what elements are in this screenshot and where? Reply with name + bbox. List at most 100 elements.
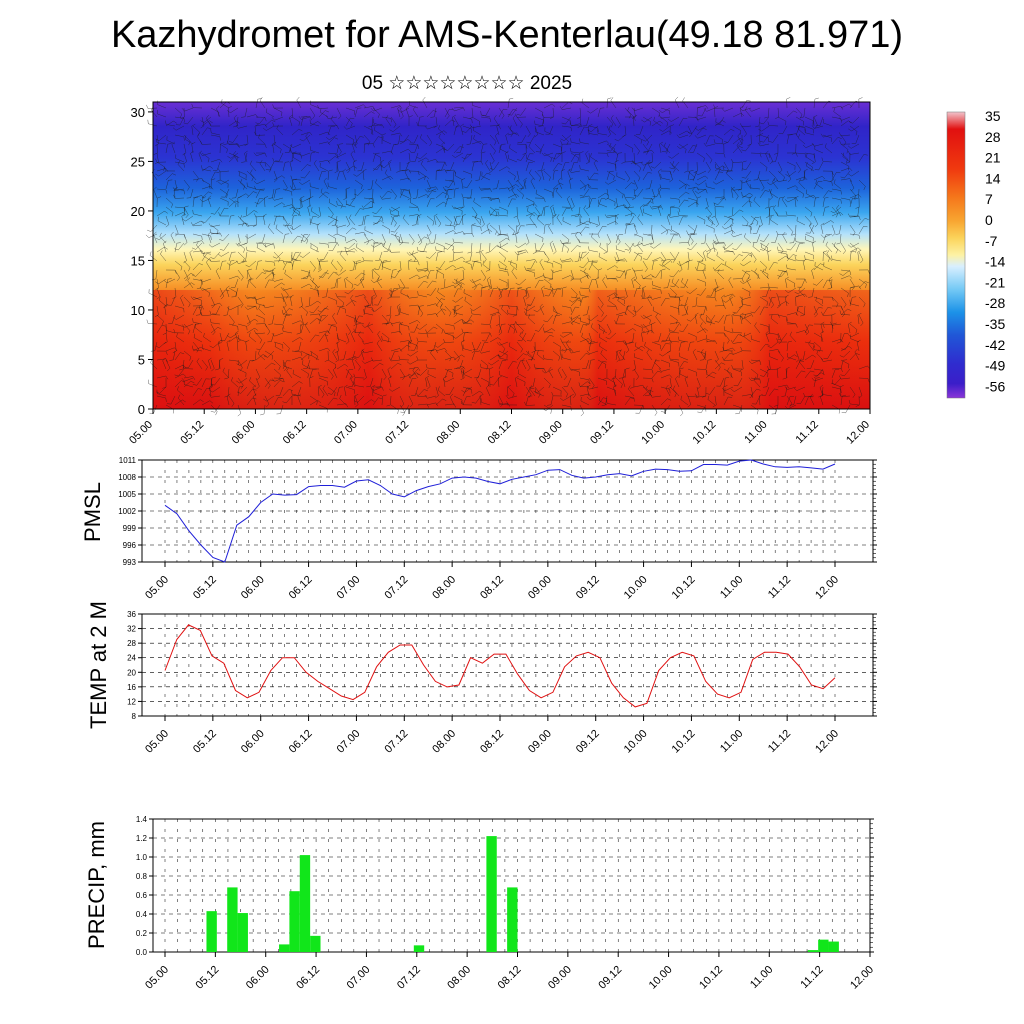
wind-barb-flag (443, 329, 446, 334)
wind-barb (150, 224, 158, 232)
wind-barb (741, 215, 749, 223)
wind-barb (288, 143, 293, 153)
wind-barb (705, 360, 709, 370)
wind-barb-flag (464, 332, 469, 334)
wind-barb (525, 233, 530, 243)
wind-barb-flag (417, 291, 419, 296)
wind-barb-flag (210, 213, 215, 215)
wind-barb (804, 370, 811, 379)
wind-barb (518, 373, 527, 379)
wind-barb (559, 351, 563, 361)
wind-barb (795, 126, 800, 136)
wind-barb (669, 287, 677, 295)
wind-barb-flag (258, 260, 263, 262)
wind-barb-flag (512, 314, 517, 317)
wind-barb-flag (587, 110, 591, 114)
wind-barb-flag (268, 223, 271, 228)
wind-barb-flag (779, 196, 784, 199)
wind-barb (405, 161, 410, 171)
wind-barb-flag (208, 191, 213, 194)
wind-barb (678, 242, 688, 244)
wind-barb (633, 368, 639, 377)
wind-barb (453, 282, 462, 289)
wind-barb-flag (242, 215, 247, 218)
wind-barb (199, 305, 203, 315)
wind-barb-flag (587, 257, 590, 262)
wind-barb (516, 179, 523, 188)
wind-barb (174, 243, 178, 253)
wind-barb-flag (659, 184, 662, 189)
wind-barb (507, 323, 516, 330)
wind-barb (302, 179, 311, 185)
wind-barb (352, 144, 356, 154)
wind-barb-flag (566, 207, 571, 209)
wind-barb (437, 341, 446, 348)
wind-barb (156, 161, 165, 168)
wind-barb-flag (241, 161, 246, 163)
wind-barb (662, 260, 671, 267)
wind-barb (516, 188, 524, 196)
wind-barb (330, 119, 338, 127)
wind-barb (382, 339, 392, 343)
wind-barb-flag (739, 209, 744, 212)
wind-barb (268, 226, 275, 235)
wind-barb (561, 101, 569, 109)
wind-barb-flag (863, 186, 866, 191)
wind-barb-flag (333, 366, 337, 370)
wind-barb-flag (697, 106, 702, 109)
wind-barb (193, 224, 203, 227)
wind-barb (239, 377, 248, 384)
wind-barb (831, 296, 839, 304)
wind-barb (756, 233, 761, 243)
wind-barb (500, 247, 509, 253)
wind-barb (231, 380, 239, 388)
wind-barb (423, 242, 428, 252)
wind-barb-flag (570, 258, 574, 263)
wind-barb (382, 139, 392, 145)
wind-barb (690, 314, 698, 322)
wind-barb (173, 350, 176, 360)
wind-barb (192, 346, 202, 352)
wind-barb (202, 251, 212, 254)
wind-barb-flag (713, 247, 718, 251)
wind-barb-flag (700, 242, 705, 245)
wind-barb (850, 303, 860, 307)
wind-barb-flag (466, 260, 471, 262)
wind-barb-flag (607, 134, 611, 138)
wind-barb (414, 152, 419, 162)
wind-barb (712, 243, 716, 253)
wind-barb (609, 146, 617, 154)
wind-barb (293, 210, 302, 217)
wind-barb-flag (839, 273, 844, 276)
wind-barb (745, 161, 752, 170)
wind-barb (476, 379, 482, 388)
wind-barb-flag (282, 327, 284, 332)
wind-barb (296, 99, 302, 109)
wind-barb-flag (810, 370, 815, 373)
wind-barb (255, 314, 265, 319)
wind-barb-flag (183, 190, 185, 195)
wind-barb-flag (858, 194, 862, 198)
wind-barb-flag (776, 367, 781, 370)
wind-barb-flag (714, 203, 719, 205)
wind-barb-flag (770, 216, 772, 221)
wind-barb (826, 253, 833, 262)
wind-barb-flag (591, 233, 593, 238)
wind-barb (355, 260, 365, 265)
wind-barb-flag (627, 178, 630, 182)
wind-barb (300, 234, 305, 244)
wind-barb-flag (694, 171, 699, 175)
wind-barb (422, 99, 428, 109)
heatmap-warm-modulation (153, 290, 870, 409)
wind-barb (460, 369, 464, 379)
wind-barb-flag (646, 349, 650, 353)
wind-barb-flag (556, 214, 560, 218)
wind-barb-flag (325, 272, 329, 275)
wind-barb-flag (802, 121, 805, 126)
wind-barb (590, 125, 599, 132)
wind-barb (538, 323, 545, 332)
wind-barb (820, 333, 824, 343)
wind-barb (647, 143, 653, 153)
wind-barb (804, 233, 814, 238)
wind-barb-flag (163, 240, 167, 244)
